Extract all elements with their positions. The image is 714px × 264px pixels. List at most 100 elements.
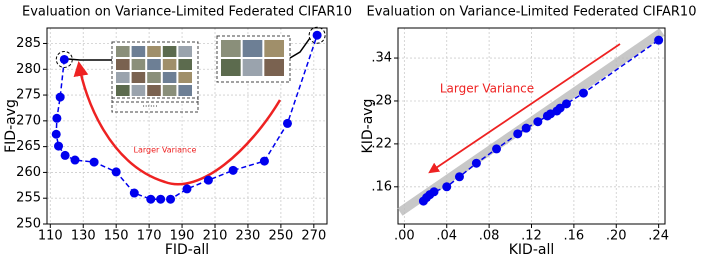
trend-band — [397, 28, 665, 216]
data-point — [561, 99, 571, 109]
thumbnail — [162, 46, 177, 57]
y-axis-label: KID-avg — [360, 99, 376, 154]
y-tick-label: 270 — [16, 113, 41, 128]
thumbnail — [221, 59, 241, 76]
thumbnail — [264, 59, 284, 76]
x-tick-label: .12 — [521, 229, 542, 244]
series-line — [422, 39, 660, 202]
data-point — [70, 155, 80, 165]
thumbnail — [178, 46, 192, 57]
image-caption: ...... — [142, 100, 157, 109]
highlight — [308, 26, 326, 44]
thumbnail — [162, 59, 177, 70]
data-point — [60, 150, 70, 160]
x-tick-label: 210 — [203, 229, 228, 244]
thumbnail — [147, 85, 161, 96]
thumbnail — [147, 46, 161, 57]
variance-arrow — [428, 43, 621, 174]
data-point — [146, 194, 156, 204]
data-point — [156, 194, 166, 204]
thumbnail — [116, 72, 130, 83]
x-axis-label: KID-all — [509, 242, 555, 258]
x-tick-label: 110 — [38, 229, 63, 244]
y-tick-label: 260 — [16, 165, 41, 180]
x-tick-label: .24 — [648, 229, 669, 244]
y-tick-label: 250 — [16, 217, 41, 232]
data-point — [89, 157, 99, 167]
data-point — [555, 103, 565, 113]
thumbnail — [178, 72, 192, 83]
data-point — [282, 118, 292, 128]
data-point — [52, 113, 62, 123]
thumbnail — [116, 85, 130, 96]
thumbnail — [178, 85, 192, 96]
y-tick-label: 265 — [16, 139, 41, 154]
x-tick-label: 170 — [137, 229, 162, 244]
thumbnail — [242, 40, 263, 57]
x-tick-label: .00 — [394, 229, 415, 244]
y-axis-label: FID-avg — [3, 99, 19, 153]
y-tick-label: .22 — [371, 136, 392, 151]
data-point — [442, 182, 452, 192]
data-point — [259, 156, 269, 166]
data-point — [59, 54, 69, 64]
data-point — [578, 88, 588, 98]
data-point — [228, 165, 238, 175]
x-tick-label: 150 — [104, 229, 129, 244]
data-point — [654, 35, 664, 45]
data-point — [54, 141, 64, 151]
connector — [67, 58, 112, 61]
thumbnail — [131, 72, 146, 83]
thumbnail — [131, 46, 146, 57]
annotation: Larger Variance — [134, 146, 197, 155]
data-point — [513, 129, 523, 139]
thumbnail — [131, 59, 146, 70]
y-tick-label: .16 — [371, 179, 392, 194]
variance-arrow — [73, 61, 282, 186]
x-tick-label: .20 — [606, 229, 627, 244]
thumbnail — [221, 40, 241, 57]
plot-frame — [397, 27, 666, 225]
data-point — [129, 188, 139, 198]
x-tick-label: 190 — [170, 229, 195, 244]
data-point — [471, 158, 481, 168]
data-point — [182, 184, 192, 194]
data-point — [51, 129, 61, 139]
thumbnail — [242, 59, 263, 76]
thumbnail — [116, 59, 130, 70]
data-point — [111, 167, 121, 177]
x-tick-label: 270 — [301, 229, 326, 244]
x-axis-label: FID-all — [165, 242, 209, 258]
thumbnail — [162, 72, 177, 83]
x-tick-label: .16 — [564, 229, 585, 244]
y-tick-label: 280 — [16, 62, 41, 77]
thumbnail — [264, 40, 284, 57]
data-point — [166, 194, 176, 204]
data-point — [521, 123, 531, 133]
y-tick-label: 285 — [16, 36, 41, 51]
data-point — [454, 172, 464, 182]
thumbnail — [116, 46, 130, 57]
data-point — [312, 30, 322, 40]
highlight — [55, 50, 73, 68]
chart-title: Evaluation on Variance-Limited Federated… — [367, 5, 697, 20]
y-tick-label: 255 — [16, 191, 41, 206]
chart-title: Evaluation on Variance-Limited Federated… — [22, 5, 352, 20]
thumbnail — [162, 85, 177, 96]
data-point — [55, 92, 65, 102]
thumbnail — [147, 72, 161, 83]
x-tick-label: .04 — [436, 229, 457, 244]
y-tick-label: .28 — [371, 93, 392, 108]
data-point — [533, 117, 543, 127]
plot-frame — [46, 27, 328, 225]
thumbnail — [147, 59, 161, 70]
image-box-pad — [111, 97, 199, 113]
connector — [289, 37, 311, 59]
x-tick-label: 230 — [236, 229, 261, 244]
annotation: Larger Variance — [440, 82, 534, 96]
x-tick-label: 130 — [71, 229, 96, 244]
data-point — [492, 144, 502, 154]
data-point — [429, 187, 439, 197]
y-tick-label: 275 — [16, 88, 41, 103]
